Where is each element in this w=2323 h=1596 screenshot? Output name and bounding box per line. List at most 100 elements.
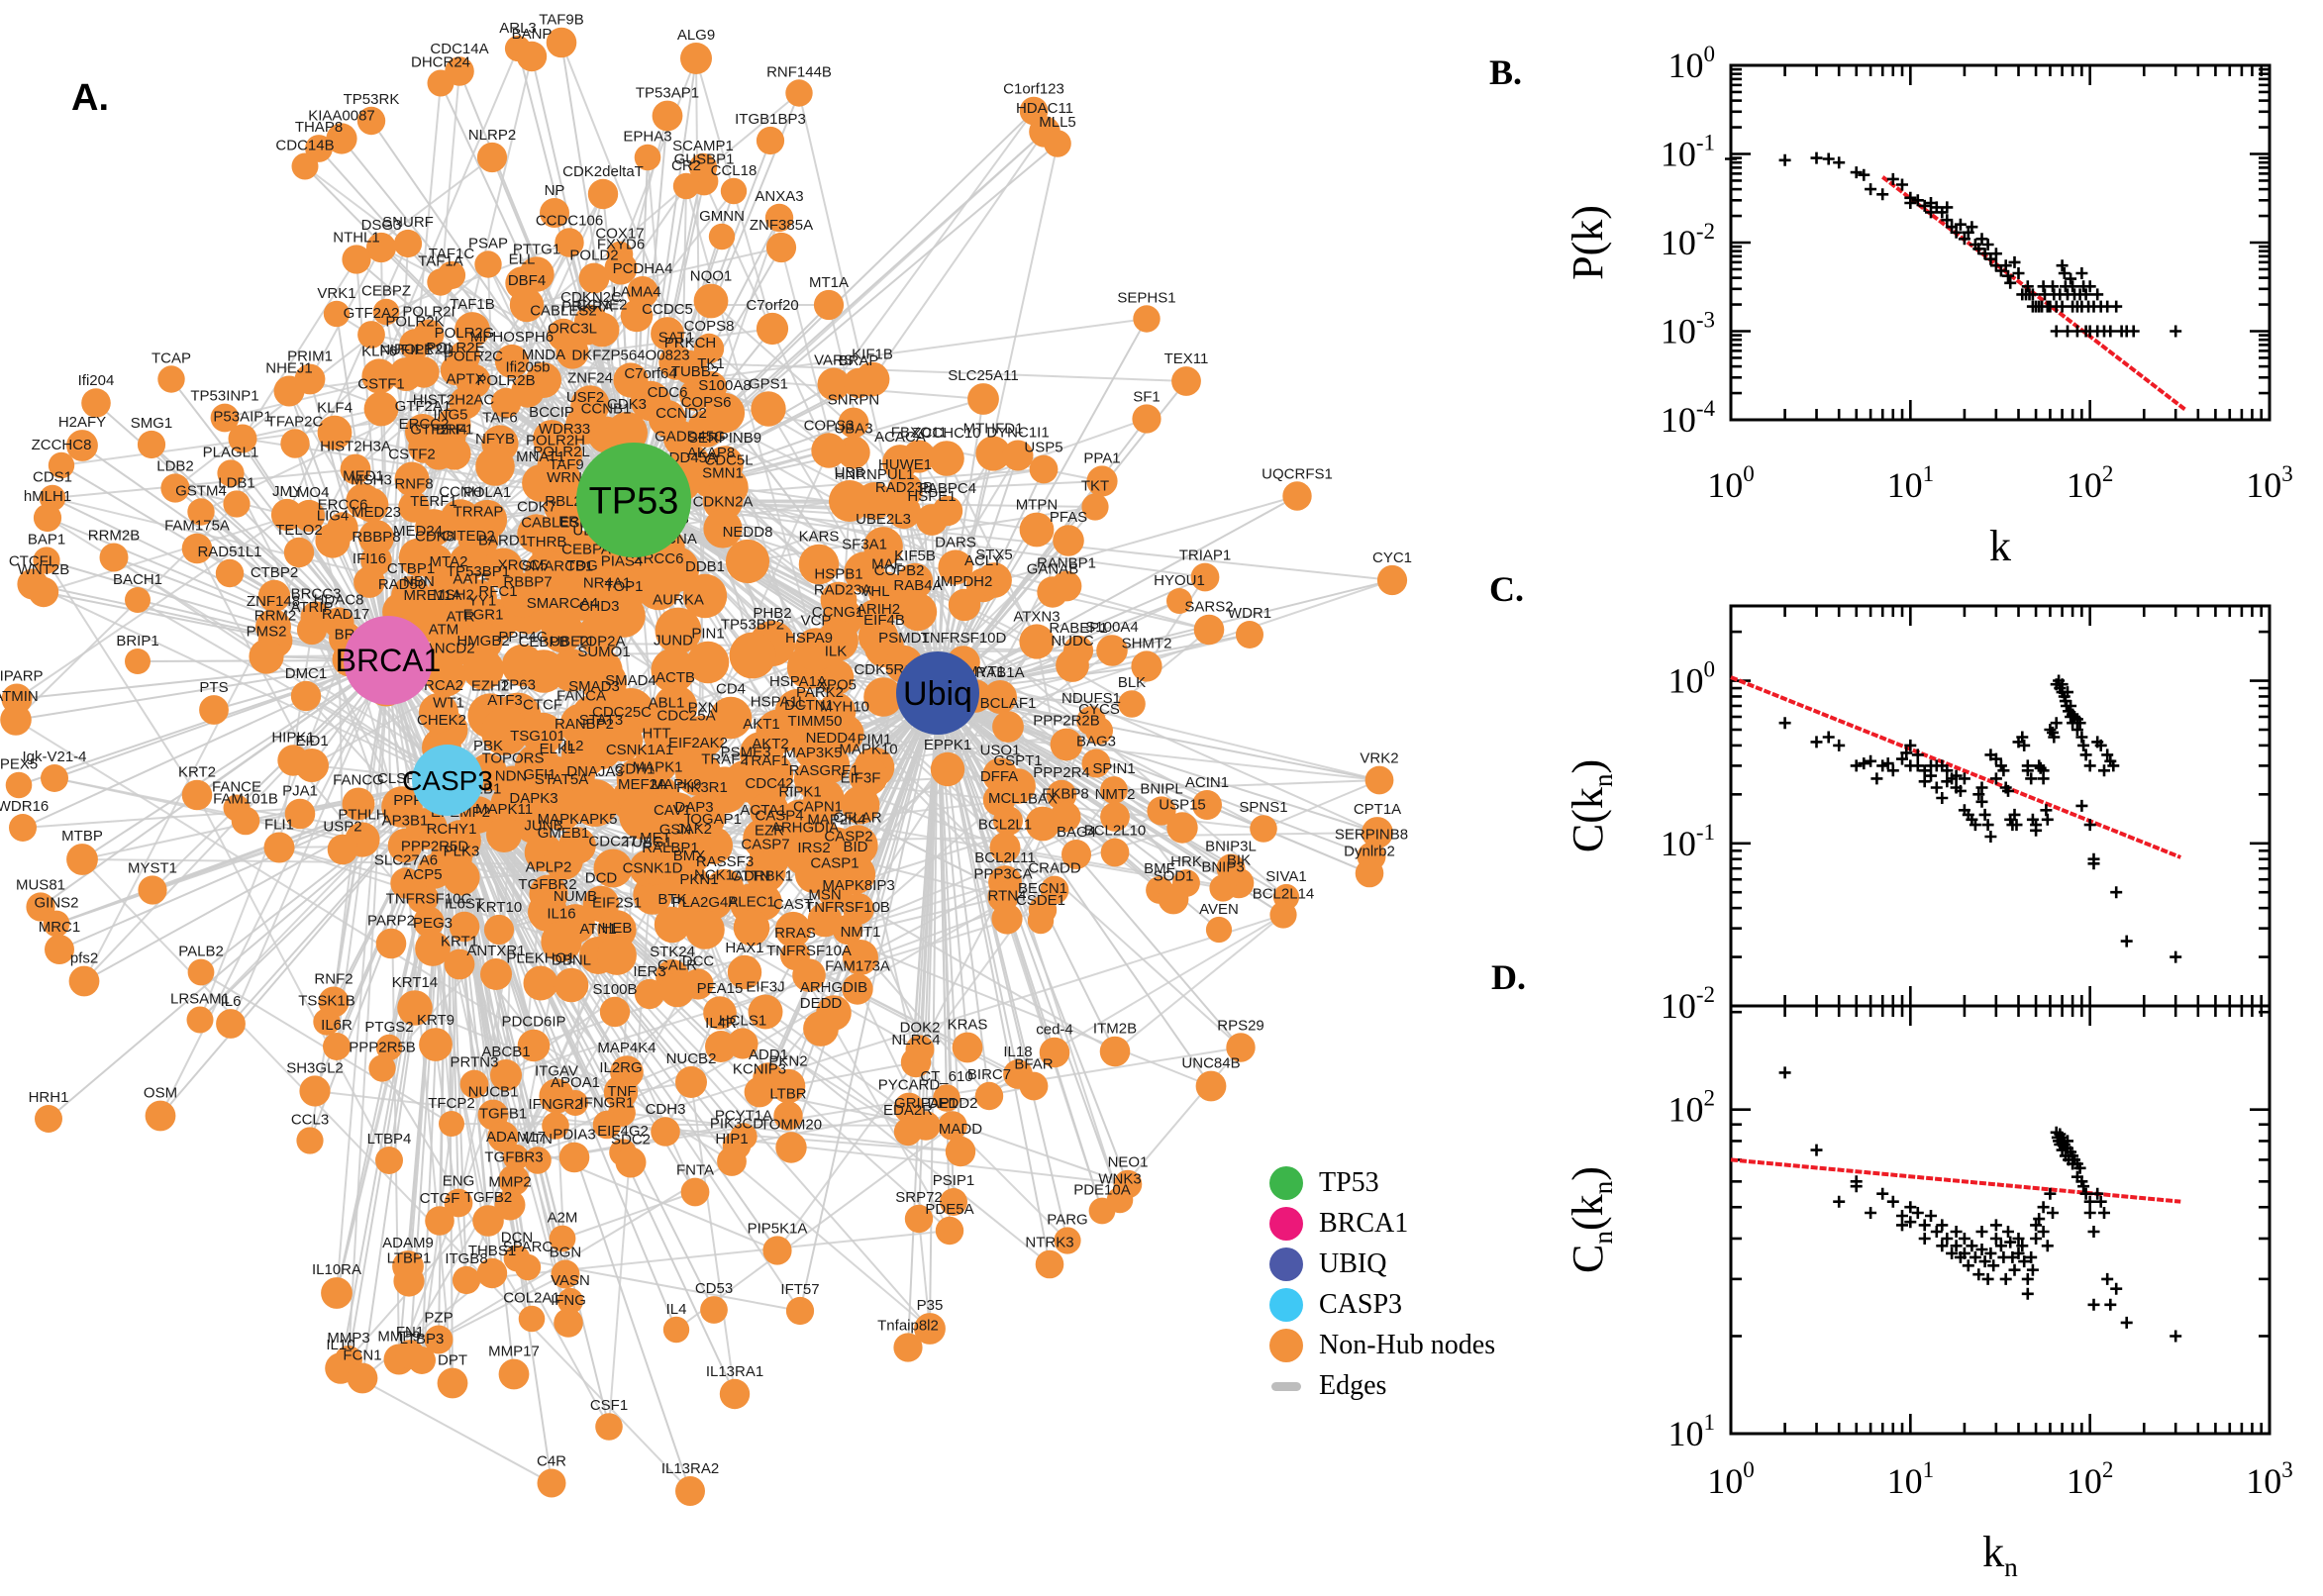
legend-label: UBIQ	[1319, 1248, 1387, 1279]
legend-label: BRCA1	[1319, 1208, 1409, 1239]
panel-label-c: C.	[1489, 569, 1524, 609]
network-node[interactable]	[323, 300, 351, 328]
legend-item-edges: Edges	[1269, 1369, 1495, 1403]
network-edge	[81, 659, 389, 860]
plot-c: 100 10-1 10-2 C(kn​)	[1564, 604, 2272, 1026]
network-node[interactable]	[357, 321, 385, 349]
network-nodes	[0, 27, 1408, 1506]
network-edge	[196, 548, 317, 618]
legend-color-dot	[1269, 1207, 1303, 1241]
network-edge	[907, 692, 939, 1348]
x-tick-label: 101	[1887, 1457, 1935, 1501]
network-edge	[457, 804, 541, 1204]
network-edge	[515, 914, 1284, 1158]
x-tick-label: 102	[2067, 461, 2114, 505]
data-points	[1778, 1066, 2182, 1343]
legend-color-dot	[1269, 1288, 1303, 1322]
network-edge	[51, 468, 356, 499]
network-edge	[447, 779, 931, 1330]
legend-item-ubiq: UBIQ	[1269, 1247, 1495, 1281]
network-edge	[465, 1230, 951, 1281]
network-edge	[834, 888, 1116, 1052]
network-edge	[385, 242, 570, 313]
network-node[interactable]	[342, 245, 371, 274]
y-tick-label: 101	[1668, 1410, 1716, 1453]
network-node[interactable]	[356, 106, 386, 136]
network-edge	[937, 692, 1068, 1242]
x-tick-label: 101	[1887, 461, 1935, 505]
panel-label-d: D.	[1491, 957, 1526, 997]
x-tick-label: 100	[1707, 1457, 1755, 1501]
y-tick-label: 100	[1668, 657, 1716, 701]
network-node[interactable]	[326, 123, 357, 154]
y-axis-title: C(kn​)	[1564, 759, 1618, 852]
y-axis-title: P(k)	[1564, 205, 1612, 280]
legend-item-non-hub-nodes: Non-Hub nodes	[1269, 1329, 1495, 1362]
network-edge	[447, 779, 691, 1492]
network-edge	[675, 361, 1187, 382]
x-tick-label: 103	[2246, 1457, 2293, 1501]
x-axis-title: kn​	[1982, 1528, 2018, 1582]
network-node[interactable]	[365, 232, 397, 263]
network-edge	[937, 692, 1051, 1265]
network-edge	[398, 1156, 517, 1360]
network-edge	[511, 360, 984, 400]
network-edge	[81, 858, 691, 1492]
network-edge	[946, 457, 1038, 643]
network-edge	[309, 659, 389, 1142]
legend-color-dot	[1269, 1166, 1303, 1200]
x-axis-title: k	[1989, 522, 2011, 570]
network-edge	[630, 379, 816, 750]
network-edge	[857, 692, 939, 990]
data-points	[1725, 151, 2182, 338]
network-edge	[385, 311, 413, 480]
network-edge	[46, 559, 198, 796]
network-edge	[937, 692, 1183, 829]
network-edge	[286, 243, 409, 516]
network-edge	[447, 779, 736, 1395]
network-edge	[242, 408, 382, 440]
y-tick-label: 10-3	[1661, 308, 1715, 351]
network-edge	[409, 1160, 733, 1355]
network-node[interactable]	[361, 358, 397, 394]
y-tick-label: 10-4	[1661, 396, 1716, 440]
network-node[interactable]	[363, 391, 399, 427]
network-edge	[904, 480, 1103, 491]
network-edge	[159, 659, 389, 1117]
y-tick-label: 10-1	[1661, 131, 1715, 174]
network-edge	[22, 659, 389, 829]
network-edge	[1114, 914, 1284, 1052]
network-edge	[294, 263, 489, 445]
legend-label: Edges	[1319, 1370, 1387, 1401]
network-edge	[937, 495, 1298, 694]
legend-color-dot	[1269, 1329, 1303, 1362]
network-edge	[526, 247, 782, 306]
legend-label: Non-Hub nodes	[1319, 1330, 1496, 1360]
network-edge	[731, 1160, 931, 1330]
network-node[interactable]	[291, 152, 319, 180]
network-edge	[336, 659, 389, 1294]
legend-label: CASP3	[1319, 1289, 1403, 1320]
plot-frame	[1729, 63, 2272, 422]
y-axis-title: Cn​(kn​)	[1564, 1166, 1618, 1273]
legend-color-dot	[1269, 1247, 1303, 1281]
network-edge	[40, 659, 389, 908]
legend: TP53 BRCA1 UBIQ CASP3 Non-Hub nodes Edges	[1269, 1166, 1495, 1410]
network-edge	[776, 789, 1115, 1251]
edge-dash-icon	[1271, 1381, 1301, 1391]
network-edge	[871, 131, 1046, 380]
network-edge	[447, 779, 715, 1311]
y-tick-label: 100	[1668, 42, 1716, 85]
x-tick-label: 100	[1707, 461, 1755, 505]
network-edge	[340, 1367, 553, 1484]
network-edge	[16, 659, 389, 700]
network-edge	[278, 629, 313, 848]
fit-line	[1730, 1157, 2181, 1204]
x-tick-label: 102	[2067, 1457, 2114, 1501]
network-edge	[516, 1257, 610, 1428]
plot-frame	[1729, 1004, 2272, 1436]
network-edge	[1262, 779, 1380, 830]
data-points	[1778, 674, 2182, 963]
